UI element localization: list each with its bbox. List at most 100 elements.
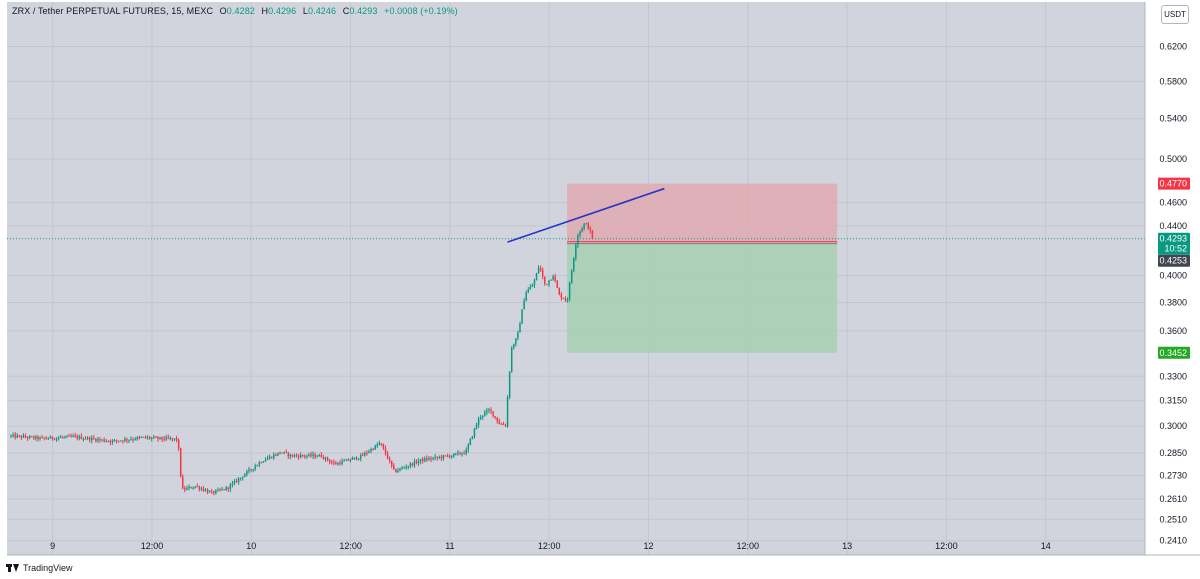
candle-body <box>225 487 227 490</box>
low-key: L <box>302 6 308 16</box>
candle-body <box>213 491 215 494</box>
candle-body <box>55 437 58 440</box>
candle-body <box>167 437 170 439</box>
candle-body <box>575 244 577 259</box>
candle-body <box>541 269 544 277</box>
candle-body <box>446 455 449 457</box>
candle-body <box>531 285 534 287</box>
candle-body <box>95 438 97 441</box>
candle-body <box>252 469 254 471</box>
stop-loss-zone <box>567 183 838 244</box>
candle-body <box>93 437 95 439</box>
candle-body <box>380 443 383 445</box>
candle-body <box>568 282 571 299</box>
candle-body <box>283 451 285 453</box>
candle-body <box>119 440 122 442</box>
candle-body <box>359 455 362 459</box>
candle-body <box>523 300 525 310</box>
candle-body <box>374 445 376 450</box>
candle-body <box>88 437 91 441</box>
candle-body <box>496 417 498 422</box>
candle-body <box>513 344 515 348</box>
candle-body <box>289 454 292 457</box>
candle-body <box>349 460 352 462</box>
candle-body <box>566 298 569 301</box>
candle-body <box>148 437 151 439</box>
candle-body <box>419 458 422 462</box>
candle-body <box>273 454 275 458</box>
candle-body <box>314 454 316 457</box>
candle-body <box>179 448 182 477</box>
candle-body <box>519 323 521 333</box>
candle-body <box>469 439 472 445</box>
y-tick-label: 0.3300 <box>1159 371 1187 381</box>
x-tick-label: 12:00 <box>141 541 164 551</box>
candle-body <box>544 276 546 285</box>
x-tick-label: 11 <box>445 541 454 551</box>
candle-body <box>473 428 476 437</box>
candle-body <box>564 299 567 301</box>
candle-body <box>573 258 575 271</box>
candle-body <box>62 437 64 439</box>
candle-body <box>150 437 153 439</box>
x-tick-label: 12:00 <box>737 541 760 551</box>
candle-body <box>68 435 70 437</box>
open-key: O <box>219 6 227 16</box>
candle-body <box>490 409 492 412</box>
high-key: H <box>261 6 269 16</box>
target-price-label-bg <box>1158 346 1190 359</box>
candle-body <box>128 439 130 441</box>
candle-body <box>10 435 12 437</box>
candle-body <box>372 448 374 450</box>
candle-body <box>248 469 250 472</box>
candle-body <box>233 480 236 484</box>
candle-body <box>498 421 501 424</box>
candlesticks <box>10 221 594 496</box>
candle-body <box>467 444 470 450</box>
take-profit-zone <box>567 243 838 353</box>
candle-body <box>198 486 201 490</box>
candle-body <box>171 438 174 440</box>
candle-body <box>59 437 62 439</box>
y-tick-label: 0.3150 <box>1159 396 1187 406</box>
candle-body <box>74 435 76 437</box>
candle-body <box>90 437 93 441</box>
y-tick-label: 0.2410 <box>1159 536 1187 546</box>
y-tick-label: 0.2850 <box>1159 448 1187 458</box>
candle-body <box>430 458 432 460</box>
candle-body <box>500 423 503 425</box>
candle-body <box>465 449 467 454</box>
candle-body <box>266 458 269 460</box>
candle-body <box>448 455 451 458</box>
currency-button[interactable]: USDT <box>1161 5 1189 24</box>
candle-body <box>275 454 277 456</box>
drawing-overlays <box>7 187 1145 243</box>
candle-body <box>33 436 35 439</box>
y-tick-label: 0.5400 <box>1159 114 1187 124</box>
y-tick-label: 0.5000 <box>1159 154 1187 164</box>
candle-body <box>399 468 401 471</box>
candle-body <box>184 488 186 490</box>
candle-body <box>494 416 496 418</box>
candle-body <box>308 454 310 456</box>
candle-body <box>99 439 101 441</box>
y-tick-label: 0.2510 <box>1159 514 1187 524</box>
candle-body <box>581 228 583 232</box>
candle-body <box>324 457 327 459</box>
candle-body <box>591 230 594 239</box>
target-price-label: 0.3452 <box>1159 348 1187 358</box>
candle-body <box>459 452 461 454</box>
candle-body <box>533 280 536 286</box>
time-axis-panel <box>0 555 1200 579</box>
candle-body <box>527 289 529 293</box>
entry-price-label-bg <box>1158 254 1190 267</box>
candle-body <box>293 455 296 457</box>
candle-body <box>546 284 548 286</box>
candle-body <box>138 437 141 439</box>
candle-body <box>169 438 172 440</box>
candle-body <box>202 488 205 491</box>
candle-body <box>539 267 542 270</box>
candle-body <box>548 280 550 285</box>
footer-brand[interactable]: TradingView <box>6 563 73 573</box>
